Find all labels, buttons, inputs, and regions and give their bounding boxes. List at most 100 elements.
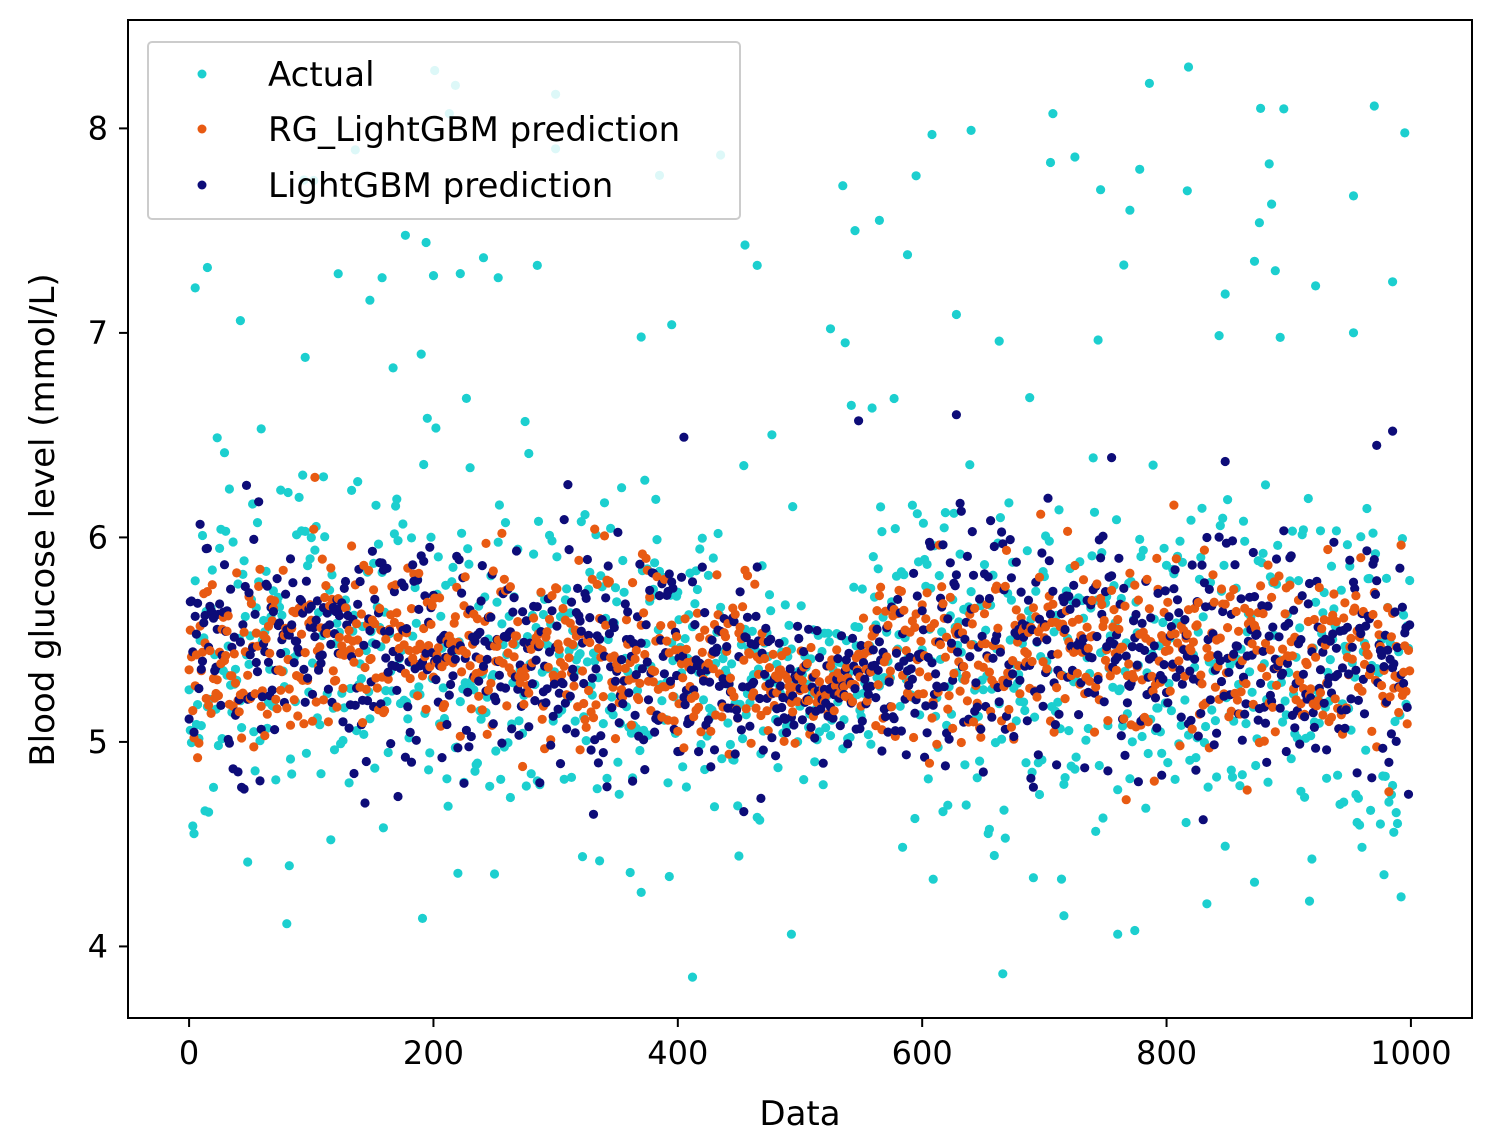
point-lightgbm bbox=[799, 647, 809, 657]
point-lightgbm bbox=[573, 583, 583, 594]
point-lightgbm bbox=[1405, 620, 1415, 630]
point-actual bbox=[298, 470, 308, 480]
point-rg-lightgbm bbox=[1242, 785, 1252, 795]
point-rg-lightgbm bbox=[424, 641, 434, 651]
point-actual bbox=[533, 516, 544, 527]
point-lightgbm bbox=[233, 767, 243, 777]
point-actual bbox=[764, 590, 775, 600]
point-rg-lightgbm bbox=[966, 640, 976, 650]
point-actual bbox=[559, 774, 569, 784]
point-rg-lightgbm bbox=[543, 662, 553, 672]
point-actual bbox=[1094, 760, 1104, 771]
point-lightgbm bbox=[562, 724, 572, 734]
point-lightgbm bbox=[1172, 595, 1183, 605]
point-actual bbox=[370, 763, 380, 773]
point-actual bbox=[406, 533, 417, 543]
point-rg-lightgbm bbox=[788, 707, 798, 717]
point-rg-lightgbm bbox=[270, 596, 280, 606]
point-actual bbox=[338, 735, 348, 746]
point-lightgbm bbox=[303, 673, 313, 683]
point-lightgbm bbox=[1054, 709, 1064, 719]
point-lightgbm bbox=[296, 596, 307, 606]
point-rg-lightgbm bbox=[223, 611, 233, 621]
point-rg-lightgbm bbox=[641, 553, 651, 564]
point-lightgbm bbox=[1157, 770, 1167, 780]
point-rg-lightgbm bbox=[1175, 741, 1185, 751]
point-actual bbox=[1325, 655, 1335, 665]
point-lightgbm bbox=[986, 516, 996, 526]
point-rg-lightgbm bbox=[630, 654, 640, 664]
point-actual bbox=[877, 527, 887, 537]
point-actual bbox=[810, 757, 820, 767]
point-actual bbox=[709, 802, 720, 812]
point-lightgbm bbox=[474, 676, 484, 686]
point-lightgbm bbox=[566, 597, 577, 607]
point-rg-lightgbm bbox=[887, 702, 897, 712]
point-actual bbox=[1237, 770, 1247, 780]
legend-marker-lightgbm bbox=[197, 180, 207, 190]
point-lightgbm bbox=[431, 675, 441, 685]
point-actual bbox=[207, 565, 217, 575]
point-lightgbm bbox=[400, 752, 410, 762]
point-rg-lightgbm bbox=[1405, 666, 1415, 676]
point-lightgbm bbox=[285, 554, 296, 564]
point-rg-lightgbm bbox=[725, 673, 736, 683]
point-lightgbm bbox=[453, 743, 463, 753]
point-rg-lightgbm bbox=[564, 653, 574, 663]
point-lightgbm bbox=[604, 629, 615, 639]
point-rg-lightgbm bbox=[742, 571, 753, 581]
point-rg-lightgbm bbox=[574, 555, 584, 566]
point-actual bbox=[448, 562, 458, 573]
point-rg-lightgbm bbox=[381, 634, 391, 644]
point-rg-lightgbm bbox=[1262, 671, 1272, 681]
point-rg-lightgbm bbox=[1216, 584, 1227, 594]
point-lightgbm bbox=[309, 623, 319, 633]
point-rg-lightgbm bbox=[1111, 665, 1122, 675]
point-lightgbm bbox=[403, 702, 413, 712]
point-lightgbm bbox=[1329, 537, 1339, 547]
point-rg-lightgbm bbox=[1202, 643, 1212, 653]
point-actual bbox=[1356, 532, 1366, 542]
point-lightgbm bbox=[1325, 636, 1335, 646]
point-actual bbox=[1157, 748, 1167, 759]
point-actual bbox=[1256, 103, 1266, 113]
point-actual bbox=[581, 736, 591, 746]
point-rg-lightgbm bbox=[1315, 688, 1326, 698]
point-rg-lightgbm bbox=[1199, 545, 1209, 555]
point-lightgbm bbox=[1045, 609, 1056, 619]
x-tick-label: 400 bbox=[647, 1034, 708, 1072]
point-actual bbox=[632, 686, 643, 696]
point-actual bbox=[614, 789, 624, 799]
point-rg-lightgbm bbox=[1125, 568, 1135, 578]
point-lightgbm bbox=[508, 607, 518, 617]
point-lightgbm bbox=[1205, 695, 1216, 705]
point-lightgbm bbox=[1353, 695, 1363, 706]
point-actual bbox=[287, 769, 297, 779]
point-rg-lightgbm bbox=[1197, 679, 1207, 689]
point-actual bbox=[1254, 218, 1264, 228]
point-lightgbm bbox=[1119, 583, 1129, 594]
point-actual bbox=[703, 570, 714, 581]
point-lightgbm bbox=[1386, 729, 1396, 739]
point-actual bbox=[219, 448, 230, 458]
point-rg-lightgbm bbox=[949, 668, 959, 679]
point-rg-lightgbm bbox=[1196, 670, 1206, 680]
point-lightgbm bbox=[654, 591, 665, 601]
point-rg-lightgbm bbox=[1231, 606, 1241, 617]
point-lightgbm bbox=[1256, 678, 1266, 689]
point-lightgbm bbox=[1377, 650, 1387, 661]
point-rg-lightgbm bbox=[383, 674, 393, 684]
point-actual bbox=[1342, 540, 1352, 550]
point-actual bbox=[1366, 805, 1376, 816]
point-rg-lightgbm bbox=[1259, 736, 1269, 746]
point-rg-lightgbm bbox=[1396, 540, 1406, 550]
point-rg-lightgbm bbox=[1089, 727, 1100, 737]
point-lightgbm bbox=[777, 702, 787, 713]
point-rg-lightgbm bbox=[1302, 659, 1312, 670]
point-lightgbm bbox=[195, 519, 205, 529]
point-actual bbox=[838, 181, 848, 191]
point-actual bbox=[997, 734, 1007, 744]
point-actual bbox=[1348, 328, 1359, 338]
point-rg-lightgbm bbox=[650, 666, 660, 677]
y-tick-label: 5 bbox=[88, 723, 108, 761]
